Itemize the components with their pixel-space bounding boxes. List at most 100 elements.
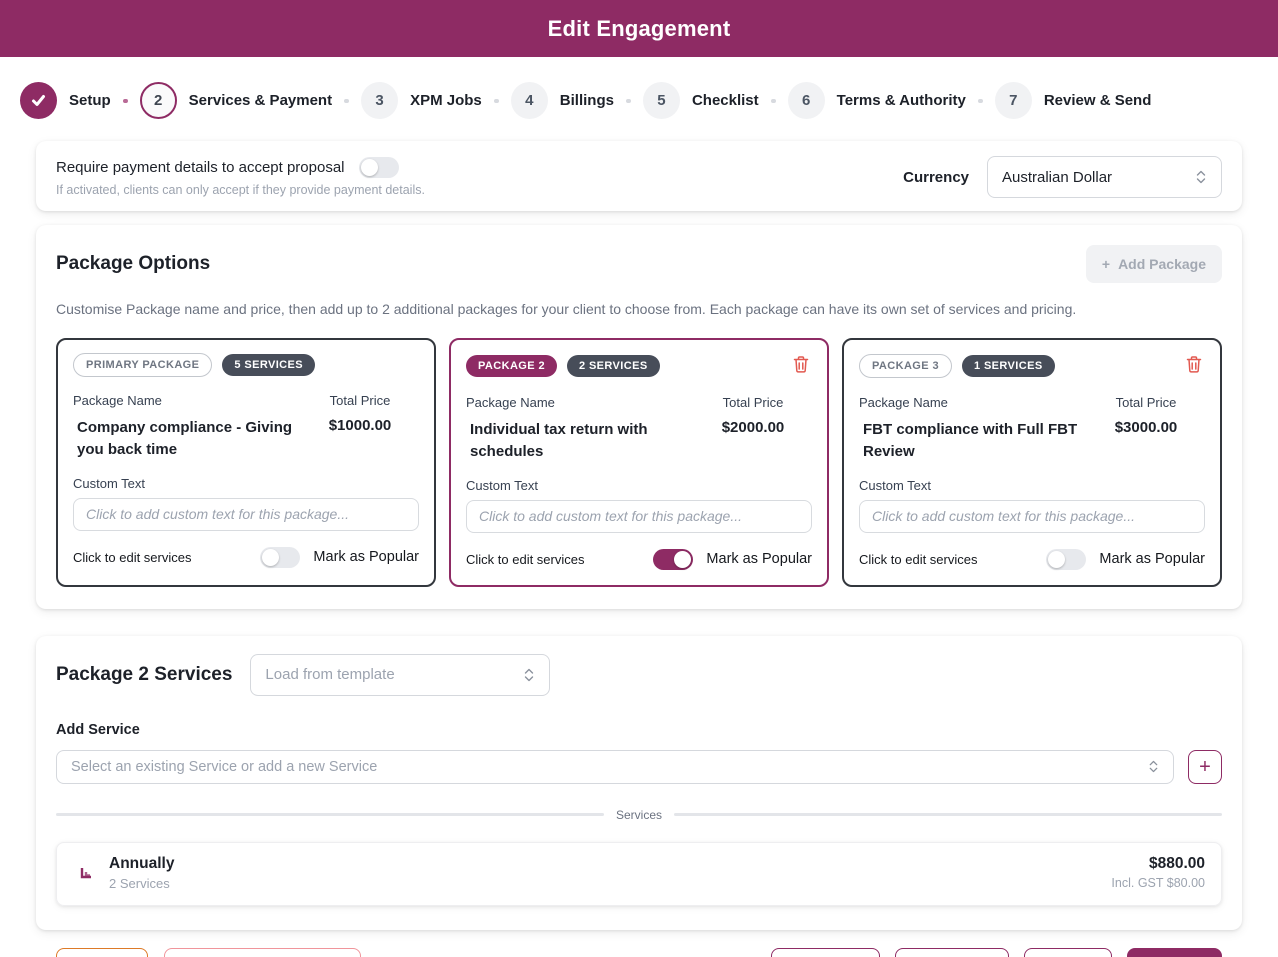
step-terms-authority[interactable]: 6 Terms & Authority bbox=[787, 82, 966, 119]
chevron-updown-icon bbox=[1148, 759, 1159, 774]
currency-label: Currency bbox=[903, 168, 969, 186]
footer-actions: ← Back ✕ Cancel Engagement History PDF P… bbox=[36, 930, 1242, 957]
services-count-badge: 5 SERVICES bbox=[222, 354, 315, 376]
add-service-button[interactable]: + bbox=[1188, 749, 1222, 784]
package-badge: PACKAGE 2 bbox=[466, 355, 557, 377]
step-label: Billings bbox=[559, 92, 614, 109]
package-options-description: Customise Package name and price, then a… bbox=[56, 301, 1077, 317]
delete-package-button[interactable] bbox=[790, 353, 812, 379]
custom-text-input[interactable] bbox=[73, 497, 419, 531]
mark-popular-label: Mark as Popular bbox=[1099, 551, 1205, 567]
package-name-label: Package Name bbox=[466, 395, 555, 410]
mark-popular-toggle[interactable] bbox=[1046, 548, 1087, 570]
divider-line bbox=[56, 813, 604, 816]
step-review-send[interactable]: 7 Review & Send bbox=[994, 82, 1152, 119]
service-gst: Incl. GST $80.00 bbox=[1111, 876, 1205, 890]
service-group-row[interactable]: Annually 2 Services $880.00 Incl. GST $8… bbox=[56, 841, 1222, 906]
toggle-knob bbox=[262, 548, 280, 566]
history-button[interactable]: History bbox=[771, 947, 881, 957]
currency-select[interactable]: Australian Dollar bbox=[987, 156, 1222, 198]
step-separator bbox=[344, 98, 350, 103]
trash-icon bbox=[792, 355, 810, 377]
service-select[interactable]: Select an existing Service or add a new … bbox=[56, 749, 1174, 784]
total-price-value[interactable]: $1000.00 bbox=[328, 417, 392, 434]
step-active-circle[interactable]: 2 bbox=[139, 82, 177, 119]
custom-text-input[interactable] bbox=[466, 499, 812, 533]
step-separator bbox=[977, 98, 983, 103]
step-xpm-jobs[interactable]: 3 XPM Jobs bbox=[361, 82, 482, 119]
mark-popular-label: Mark as Popular bbox=[706, 551, 812, 567]
step-circle[interactable]: 3 bbox=[361, 82, 399, 119]
require-payment-label: Require payment details to accept propos… bbox=[56, 159, 345, 176]
step-circle[interactable]: 7 bbox=[994, 82, 1032, 119]
add-package-button[interactable]: + Add Package bbox=[1085, 245, 1222, 283]
step-separator bbox=[625, 98, 631, 103]
edit-services-link[interactable]: Click to edit services bbox=[466, 551, 585, 567]
step-setup[interactable]: Setup bbox=[20, 82, 111, 119]
service-name: Annually bbox=[109, 854, 175, 872]
back-button[interactable]: ← Back bbox=[56, 947, 148, 957]
custom-text-label: Custom Text bbox=[466, 477, 539, 493]
edit-services-link[interactable]: Click to edit services bbox=[859, 551, 978, 567]
package-card-primary: PRIMARY PACKAGE 5 SERVICES Package Name … bbox=[56, 338, 436, 587]
currency-value: Australian Dollar bbox=[1002, 168, 1113, 186]
check-icon bbox=[30, 92, 47, 109]
services-count-badge: 2 SERVICES bbox=[566, 355, 660, 377]
step-circle[interactable]: 4 bbox=[510, 82, 548, 119]
step-separator bbox=[122, 98, 128, 103]
step-label: Setup bbox=[69, 92, 111, 109]
edit-services-link[interactable]: Click to edit services bbox=[73, 549, 192, 565]
package-services-title: Package 2 Services bbox=[56, 663, 233, 685]
custom-text-input[interactable] bbox=[859, 499, 1205, 533]
custom-text-label: Custom Text bbox=[859, 477, 932, 493]
total-price-label: Total Price bbox=[722, 395, 784, 410]
delete-package-button[interactable] bbox=[1183, 353, 1205, 379]
app-header: Edit Engagement bbox=[0, 0, 1278, 57]
package-options-section: Package Options + Add Package Customise … bbox=[36, 225, 1242, 609]
package-badge: PACKAGE 3 bbox=[859, 354, 952, 378]
step-services-payment[interactable]: 2 Services & Payment bbox=[139, 82, 333, 119]
load-template-select[interactable]: Load from template bbox=[250, 653, 551, 696]
save-button[interactable]: ✓ Save bbox=[1023, 947, 1113, 957]
mark-popular-label: Mark as Popular bbox=[313, 549, 419, 565]
step-circle[interactable]: 5 bbox=[642, 82, 680, 119]
total-price-label: Total Price bbox=[1115, 395, 1177, 410]
step-billings[interactable]: 4 Billings bbox=[510, 82, 614, 119]
package-name-label: Package Name bbox=[73, 393, 162, 408]
next-button[interactable]: → Next bbox=[1127, 947, 1222, 957]
wizard-stepper: Setup 2 Services & Payment 3 XPM Jobs 4 … bbox=[0, 57, 1278, 141]
package-badge: PRIMARY PACKAGE bbox=[73, 353, 213, 377]
mark-popular-toggle[interactable] bbox=[260, 546, 301, 568]
step-label: XPM Jobs bbox=[410, 92, 482, 109]
package-name-value[interactable]: Company compliance - Giving you back tim… bbox=[77, 419, 293, 458]
chevron-updown-icon bbox=[523, 667, 535, 683]
step-complete-circle[interactable] bbox=[20, 82, 57, 119]
step-checklist[interactable]: 5 Checklist bbox=[642, 82, 759, 119]
payment-settings-bar: Require payment details to accept propos… bbox=[36, 141, 1242, 211]
total-price-value[interactable]: $3000.00 bbox=[1114, 419, 1178, 436]
package-name-value[interactable]: Individual tax return with schedules bbox=[470, 421, 648, 460]
service-count: 2 Services bbox=[109, 875, 170, 891]
trash-icon bbox=[1185, 355, 1203, 377]
custom-text-label: Custom Text bbox=[73, 475, 146, 491]
package-card-3: PACKAGE 3 1 SERVICES Package Name FBT co… bbox=[842, 338, 1222, 587]
package-card-2: PACKAGE 2 2 SERVICES Package Name Indivi… bbox=[449, 338, 829, 587]
total-price-label: Total Price bbox=[329, 393, 391, 408]
toggle-knob bbox=[1048, 550, 1066, 568]
step-label: Services & Payment bbox=[188, 92, 333, 109]
step-label: Terms & Authority bbox=[836, 92, 966, 109]
package-name-value[interactable]: FBT compliance with Full FBT Review bbox=[863, 421, 1078, 460]
divider-line bbox=[674, 813, 1223, 816]
step-circle[interactable]: 6 bbox=[787, 82, 825, 119]
require-payment-helper: If activated, clients can only accept if… bbox=[56, 183, 425, 197]
cancel-engagement-button[interactable]: ✕ Cancel Engagement bbox=[163, 947, 361, 957]
step-label: Review & Send bbox=[1043, 92, 1152, 109]
page-title: Edit Engagement bbox=[547, 15, 731, 41]
require-payment-toggle[interactable] bbox=[358, 157, 399, 178]
add-service-label: Add Service bbox=[56, 721, 140, 738]
mark-popular-toggle[interactable] bbox=[653, 548, 694, 570]
total-price-value[interactable]: $2000.00 bbox=[721, 419, 785, 436]
step-label: Checklist bbox=[691, 92, 759, 109]
toggle-knob bbox=[360, 159, 378, 176]
preview-button[interactable]: PDF Preview bbox=[895, 947, 1009, 957]
